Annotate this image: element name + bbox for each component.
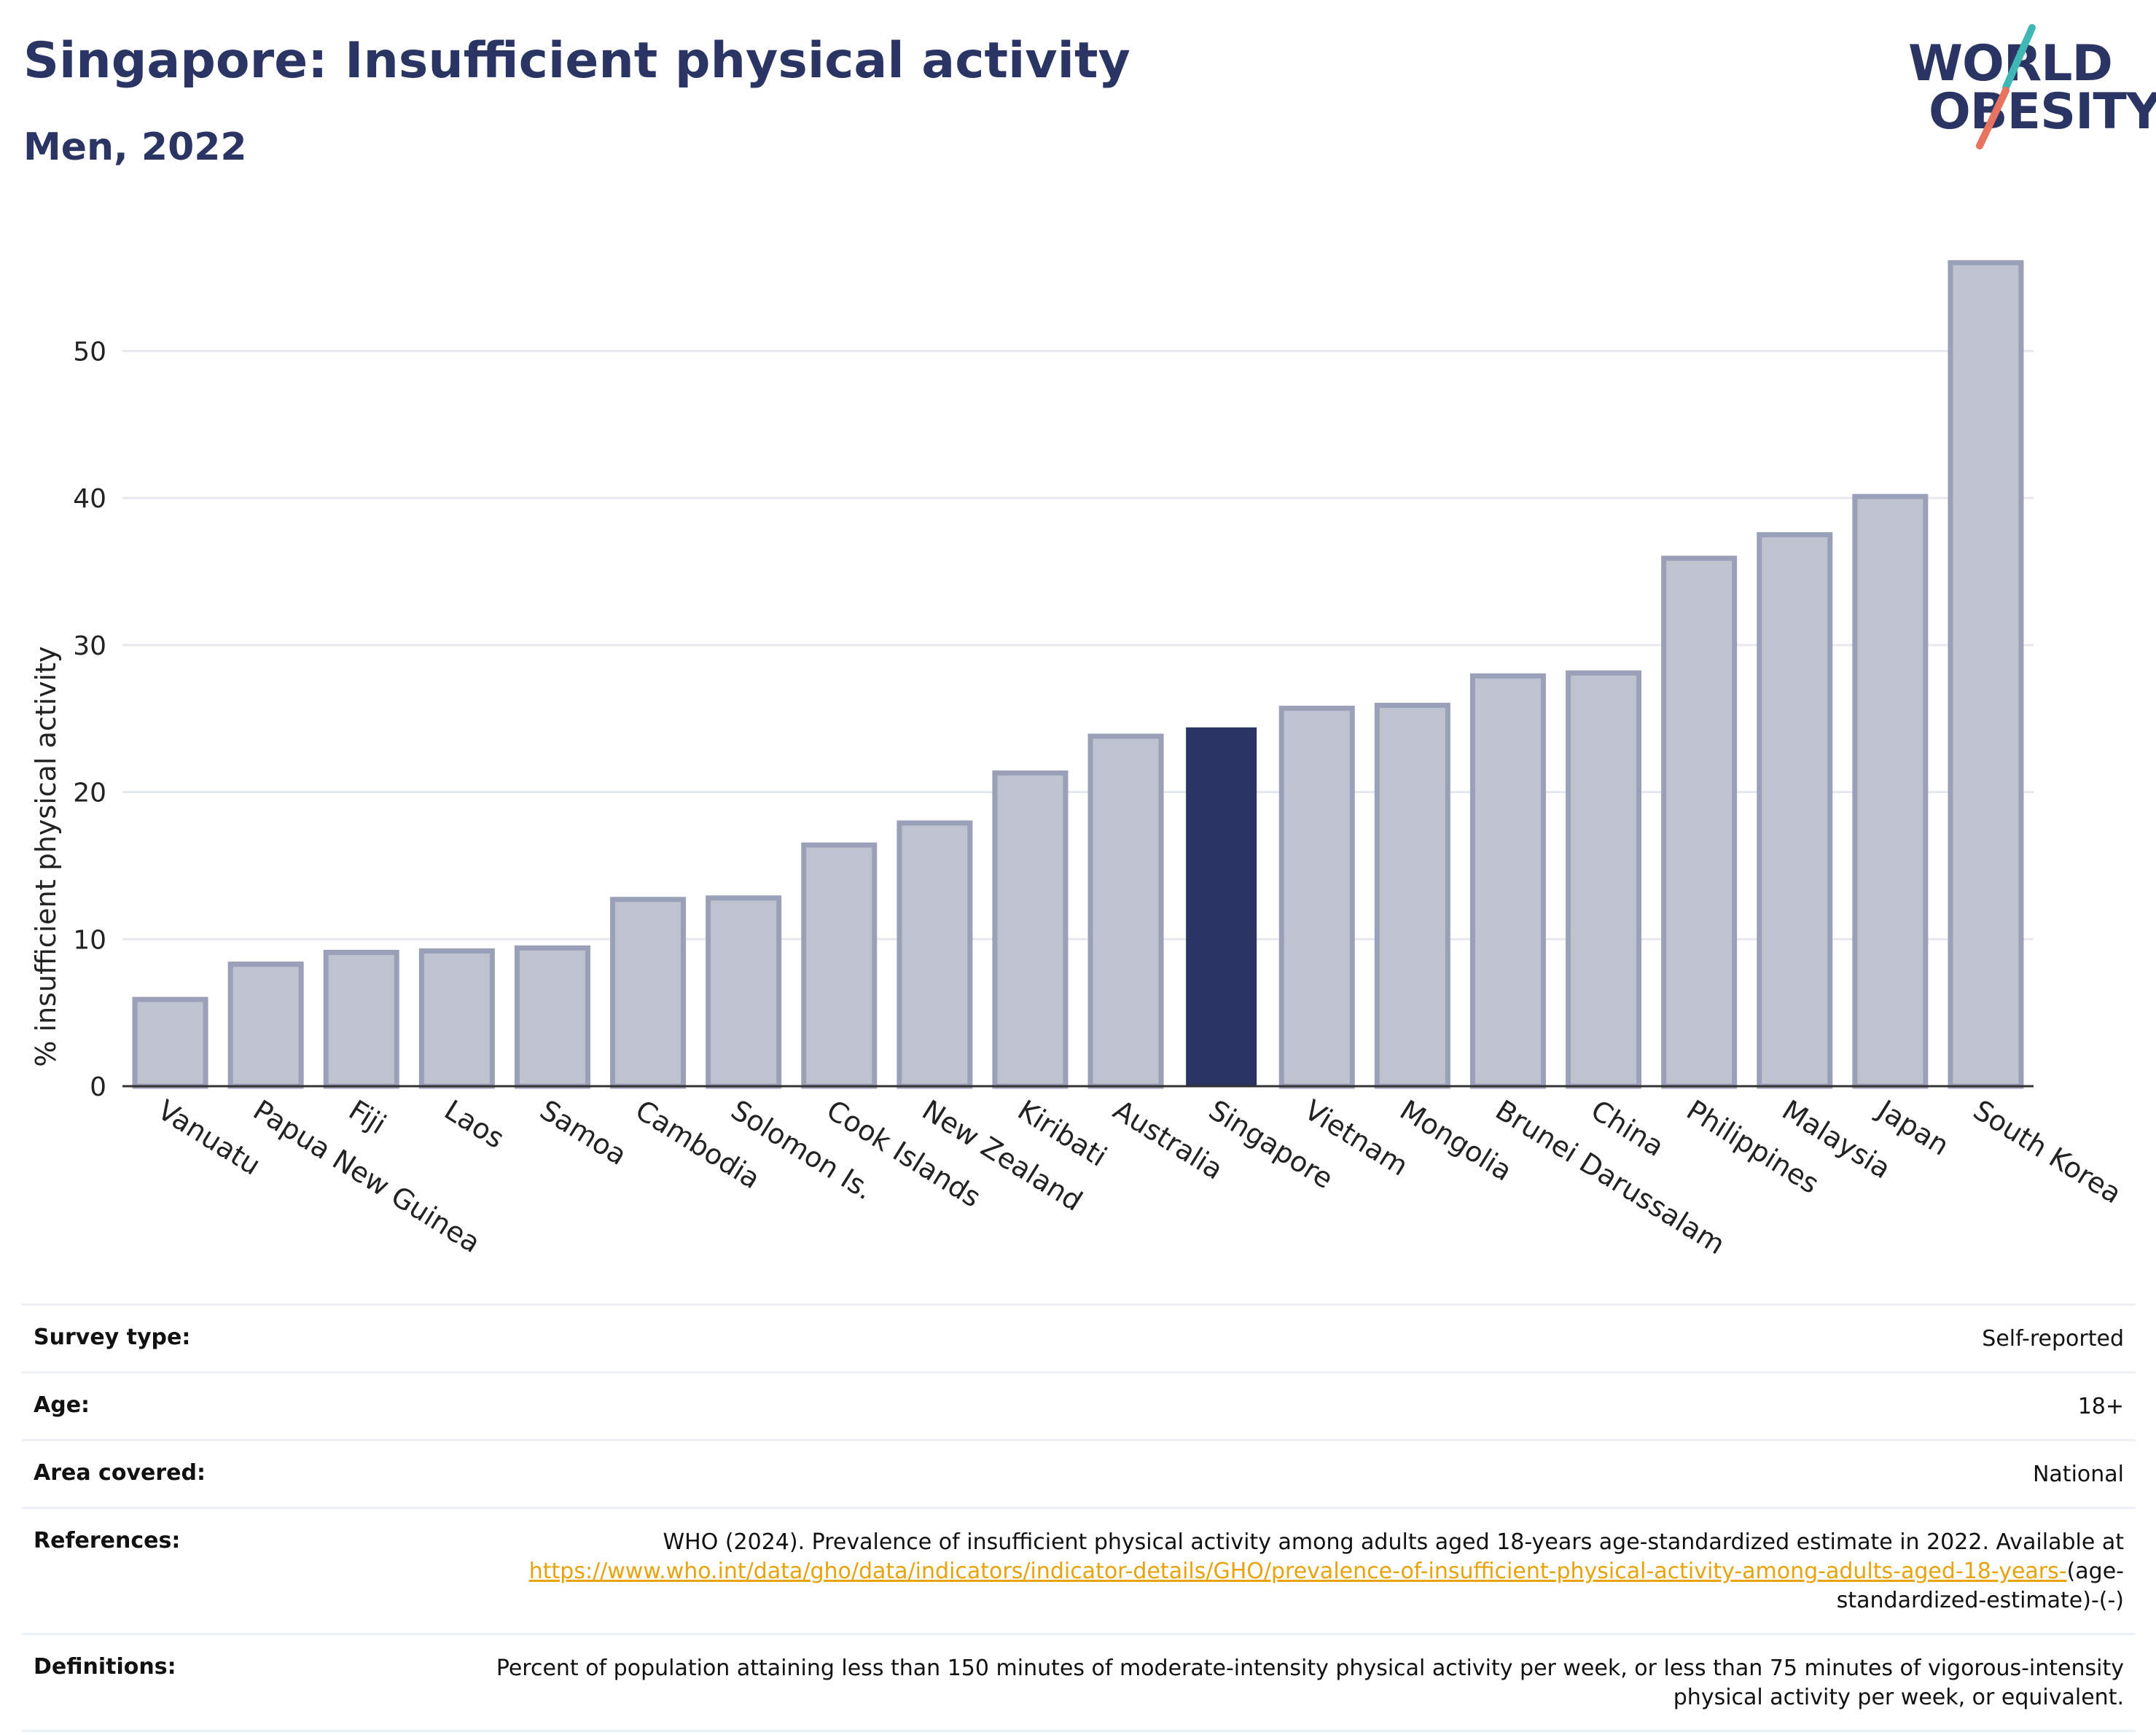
definitions-value: Percent of population attaining less tha…	[483, 1633, 2136, 1732]
bar-vietnam	[1278, 706, 1355, 1089]
bar-singapore	[1186, 727, 1257, 1086]
world-obesity-logo: WORLD OBESITY	[1902, 20, 2156, 152]
page-subtitle: Men, 2022	[23, 125, 247, 169]
survey-type-value: Self-reported	[483, 1303, 2136, 1373]
x-tick-label: Australia	[1108, 1093, 1229, 1185]
bars	[132, 260, 2024, 1089]
definitions-label: Definitions:	[22, 1633, 483, 1732]
bar-new-zealand	[897, 820, 973, 1089]
x-tick-label: Samoa	[534, 1093, 632, 1171]
info-row-area: Area covered: National	[22, 1439, 2136, 1508]
bar-australia	[1087, 733, 1164, 1089]
bar-vanuatu	[132, 997, 208, 1089]
references-value: WHO (2024). Prevalence of insufficient p…	[483, 1507, 2136, 1634]
info-table: Survey type: Self-reported Age: 18+ Area…	[22, 1303, 2136, 1732]
bar-malaysia	[1757, 532, 1833, 1089]
bar-cook-islands	[801, 842, 878, 1089]
x-tick-label: New Zealand	[917, 1093, 1088, 1217]
area-label: Area covered:	[22, 1439, 483, 1508]
info-row-age: Age: 18+	[22, 1371, 2136, 1440]
age-value: 18+	[483, 1371, 2136, 1440]
area-value: National	[483, 1439, 2136, 1508]
y-tick-label: 30	[73, 631, 106, 661]
bar-brunei-darussalam	[1469, 673, 1546, 1089]
bar-kiribati	[992, 770, 1069, 1089]
bar-japan	[1852, 494, 1929, 1089]
y-tick-label: 0	[90, 1072, 106, 1102]
bar-mongolia	[1374, 703, 1450, 1089]
grid-lines	[122, 349, 2034, 940]
y-tick-label: 10	[73, 925, 106, 955]
x-tick-label: Fiji	[343, 1093, 391, 1140]
y-tick-label: 50	[73, 337, 106, 367]
bar-china	[1566, 670, 1642, 1089]
x-tick-label: Vanuatu	[152, 1093, 266, 1181]
y-tick-label: 40	[73, 484, 106, 514]
bar-solomon-is	[706, 895, 782, 1089]
logo-word-obesity: OBESITY	[1929, 83, 2156, 141]
references-link[interactable]: https://www.who.int/data/gho/data/indica…	[528, 1559, 2067, 1584]
logo-slash-icon	[1976, 24, 2036, 149]
info-row-references: References: WHO (2024). Prevalence of in…	[22, 1507, 2136, 1634]
y-tick-label: 20	[73, 779, 106, 808]
bar-philippines	[1661, 555, 1738, 1089]
y-axis-label: % insufficient physical activity	[30, 646, 62, 1067]
bar-papua-new-guinea	[227, 962, 304, 1089]
info-row-definitions: Definitions: Percent of population attai…	[22, 1633, 2136, 1732]
bar-laos	[418, 948, 495, 1089]
references-label: References:	[22, 1507, 483, 1634]
info-row-survey-type: Survey type: Self-reported	[22, 1303, 2136, 1373]
survey-type-label: Survey type:	[22, 1303, 483, 1373]
age-label: Age:	[22, 1371, 483, 1440]
bar-fiji	[323, 949, 399, 1089]
bar-samoa	[514, 945, 590, 1089]
references-suffix: (age-standardized-estimate)-(-)	[1836, 1559, 2124, 1613]
x-tick-label: Laos	[439, 1093, 510, 1155]
x-tick-label: South Korea	[1968, 1093, 2128, 1209]
page-title: Singapore: Insufficient physical activit…	[23, 32, 1130, 90]
bar-south-korea	[1948, 260, 2024, 1089]
bar-cambodia	[610, 897, 687, 1089]
references-text: WHO (2024). Prevalence of insufficient p…	[663, 1529, 2124, 1555]
